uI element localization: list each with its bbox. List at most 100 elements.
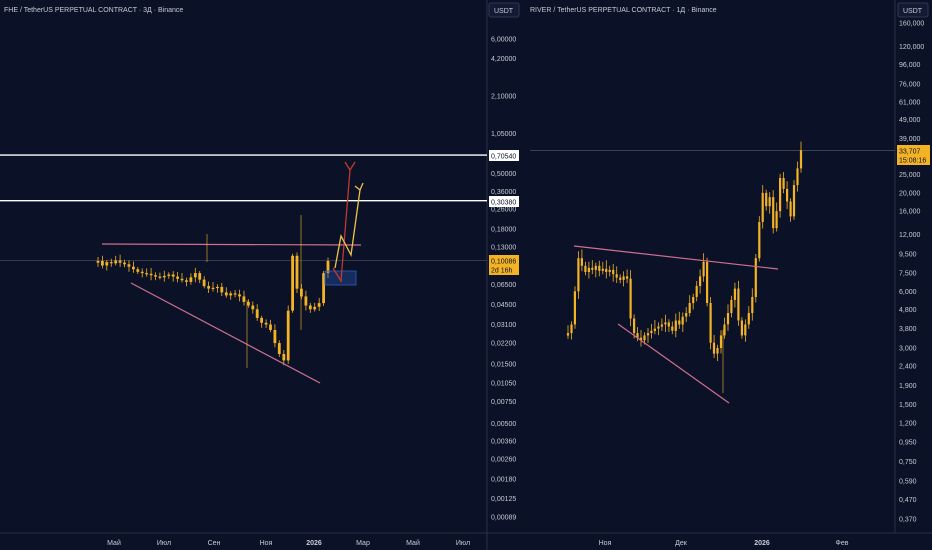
left-time-axis[interactable]: Май Июл Сен Ноя 2026 Мар Май Июл bbox=[107, 539, 470, 547]
level-label-1-text: 0,70540 bbox=[491, 154, 516, 161]
candle-body bbox=[681, 316, 684, 325]
candle-body bbox=[626, 276, 629, 279]
candle-body bbox=[751, 297, 754, 314]
price-tick-label: 2,10000 bbox=[491, 93, 516, 100]
candle-body bbox=[109, 262, 113, 264]
candle-body bbox=[242, 296, 246, 302]
price-tick-label: 0,590 bbox=[899, 478, 917, 485]
price-tick-label: 0,00750 bbox=[491, 399, 516, 406]
candle-body bbox=[96, 261, 100, 263]
price-tick-label: 0,00260 bbox=[491, 456, 516, 463]
zone-box bbox=[324, 270, 357, 286]
candle-body bbox=[198, 273, 202, 280]
time-tick-label: Июл bbox=[456, 540, 470, 547]
left-last-price: 0,10086 bbox=[491, 259, 516, 266]
candle-body bbox=[154, 275, 157, 277]
time-tick-label: Май bbox=[406, 539, 420, 547]
candle-body bbox=[744, 324, 747, 336]
candle-body bbox=[622, 276, 625, 280]
candle-body bbox=[636, 333, 639, 338]
candle-body bbox=[660, 324, 663, 327]
left-currency-button[interactable]: USDT bbox=[488, 2, 520, 18]
candle-body bbox=[692, 297, 695, 304]
candle-body bbox=[587, 267, 590, 272]
candle-body bbox=[304, 296, 308, 306]
left-plot-area[interactable] bbox=[0, 154, 487, 384]
candle-body bbox=[605, 268, 608, 272]
candle-body bbox=[594, 265, 597, 270]
candle-body bbox=[255, 309, 259, 318]
price-tick-label: 49,000 bbox=[899, 117, 921, 124]
candle-body bbox=[300, 288, 303, 297]
candle-body bbox=[105, 262, 109, 266]
candle-body bbox=[127, 264, 131, 267]
candle-body bbox=[674, 320, 677, 331]
candle-body bbox=[322, 273, 325, 304]
candle-body bbox=[719, 335, 723, 348]
arrowhead-yellow bbox=[354, 182, 364, 192]
candle-body bbox=[706, 261, 709, 303]
right-currency-button[interactable]: USDT bbox=[897, 2, 929, 18]
candle-body bbox=[685, 313, 688, 317]
candle-body bbox=[260, 317, 263, 323]
price-tick-label: 4,20000 bbox=[491, 56, 516, 63]
price-tick-label: 12,000 bbox=[899, 232, 921, 239]
price-tick-label: 0,00089 bbox=[491, 515, 516, 522]
price-tick-label: 2,400 bbox=[899, 364, 917, 371]
candle-body bbox=[176, 276, 179, 279]
candle-body bbox=[733, 288, 736, 300]
candle-body bbox=[598, 265, 601, 271]
candle-body bbox=[768, 197, 771, 207]
price-tick-label: 0,00500 bbox=[491, 421, 516, 428]
right-plot-area[interactable] bbox=[530, 141, 895, 404]
price-tick-label: 96,000 bbox=[899, 62, 921, 69]
price-tick-label: 0,470 bbox=[899, 497, 917, 504]
candle-body bbox=[650, 330, 653, 333]
candle-body bbox=[269, 324, 272, 330]
resistance-line bbox=[573, 245, 779, 270]
right-currency-label: USDT bbox=[903, 8, 923, 15]
candle-body bbox=[251, 305, 255, 310]
candle-body bbox=[180, 278, 184, 281]
candle-body bbox=[712, 342, 716, 354]
time-tick-label: Фев bbox=[836, 540, 849, 547]
price-tick-label: 0,01500 bbox=[491, 361, 516, 368]
price-tick-label: 39,000 bbox=[899, 136, 921, 143]
candle-body bbox=[167, 274, 171, 276]
candle-body bbox=[796, 168, 799, 186]
price-tick-label: 160,000 bbox=[899, 21, 924, 28]
candle-body bbox=[671, 326, 674, 331]
price-tick-label: 3,000 bbox=[899, 346, 917, 353]
right-time-axis[interactable]: Ноя Дек 2026 Фев bbox=[599, 540, 849, 547]
price-tick-label: 6,000 bbox=[899, 289, 917, 296]
candle-body bbox=[580, 258, 583, 266]
candle-body bbox=[758, 222, 761, 259]
price-tick-label: 9,500 bbox=[899, 251, 917, 258]
candle-body bbox=[772, 197, 775, 229]
candle-body bbox=[123, 262, 126, 265]
price-tick-label: 0,00180 bbox=[491, 476, 516, 483]
price-tick-label: 16,000 bbox=[899, 209, 921, 216]
right-countdown: 15:08:16 bbox=[899, 158, 926, 165]
left-price-axis[interactable]: 6,00000 4,20000 2,10000 1,05000 0,50000 0,360… bbox=[491, 37, 516, 522]
right-price-axis[interactable]: 160,000 120,000 96,000 76,000 61,000 49,000 39… bbox=[899, 21, 924, 524]
price-tick-label: 6,00000 bbox=[491, 37, 516, 44]
candle-body bbox=[211, 287, 215, 289]
candle-body bbox=[726, 313, 730, 325]
price-tick-label: 25,000 bbox=[899, 172, 921, 179]
candle-body bbox=[313, 306, 317, 310]
time-tick-label: Дек bbox=[675, 540, 688, 547]
candle-body bbox=[171, 274, 175, 277]
candle-body bbox=[779, 178, 782, 212]
candle-body bbox=[145, 273, 148, 275]
candle-body bbox=[633, 318, 636, 333]
right-last-price: 33,707 bbox=[899, 149, 921, 156]
candle-body bbox=[730, 299, 733, 313]
candle-body bbox=[612, 269, 615, 275]
candle-body bbox=[273, 330, 277, 344]
candle-body bbox=[723, 324, 726, 336]
price-tick-label: 0,36000 bbox=[491, 189, 516, 196]
price-tick-label: 1,05000 bbox=[491, 131, 516, 138]
support-line bbox=[130, 282, 321, 384]
candle-body bbox=[657, 326, 660, 329]
